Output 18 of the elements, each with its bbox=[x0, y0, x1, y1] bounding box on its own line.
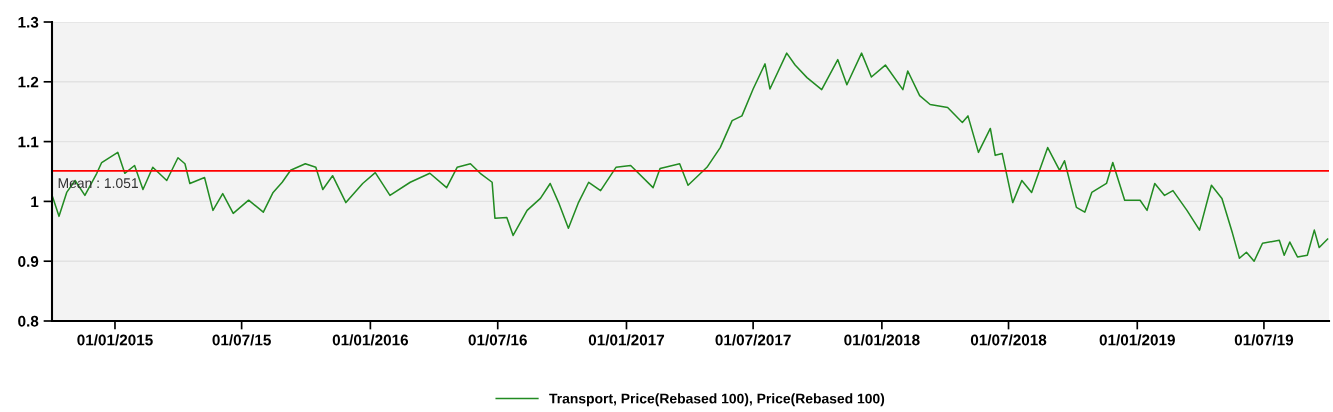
x-tick-label: 01/01/2016 bbox=[332, 334, 409, 346]
y-tick-label: 0.8 bbox=[18, 315, 39, 327]
y-tick-label: 0.9 bbox=[18, 256, 39, 267]
y-tick-label: 1.2 bbox=[18, 76, 39, 88]
x-tick-label: 01/01/2018 bbox=[844, 334, 920, 346]
y-tick-label: 1 bbox=[31, 196, 39, 207]
x-tick-label: 01/07/2018 bbox=[970, 334, 1047, 346]
legend-label: Transport, Price(Rebased 100), Price(Rebased 100) bbox=[549, 393, 885, 407]
x-tick-label: 01/01/2019 bbox=[1099, 334, 1175, 346]
y-tick-label: 1.3 bbox=[18, 16, 39, 28]
x-tick-label: 01/07/16 bbox=[468, 334, 527, 346]
y-tick-label: 1.1 bbox=[18, 136, 39, 148]
line-series bbox=[52, 52, 1329, 262]
x-tick-label: 01/01/2015 bbox=[77, 334, 153, 346]
x-tick-label: 01/01/2017 bbox=[588, 334, 665, 346]
x-tick-label: 01/07/2017 bbox=[715, 334, 791, 346]
x-tick-label: 01/07/19 bbox=[1234, 334, 1294, 346]
x-tick-label: 01/07/15 bbox=[212, 334, 271, 346]
